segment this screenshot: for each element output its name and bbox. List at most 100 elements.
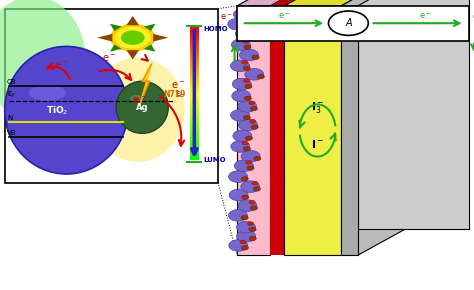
Bar [190,35,199,37]
Bar [190,50,199,51]
Circle shape [257,75,264,79]
Bar [190,125,199,126]
Circle shape [251,125,258,129]
Bar [190,157,199,158]
Bar [190,42,199,44]
Circle shape [237,230,255,242]
Bar [190,141,199,142]
Bar [190,116,199,117]
Bar [190,122,199,124]
Bar [190,112,199,113]
Bar [190,60,199,62]
Circle shape [230,60,249,72]
Circle shape [228,18,247,30]
Bar [190,84,199,86]
Polygon shape [127,50,139,59]
Bar [190,154,199,155]
Circle shape [254,156,261,161]
Text: e$^-$: e$^-$ [171,80,185,91]
Circle shape [242,195,249,200]
Text: e$^-$: e$^-$ [132,95,147,106]
Bar [190,30,199,32]
Circle shape [246,160,252,164]
Bar [190,37,199,38]
Circle shape [243,66,250,70]
Bar [190,91,199,92]
Circle shape [229,189,248,201]
Bar [190,101,199,103]
Circle shape [238,200,257,211]
Circle shape [246,14,253,19]
Circle shape [243,146,251,151]
Circle shape [245,84,252,88]
Bar [190,96,199,97]
Bar [190,71,199,72]
Bar [190,47,199,49]
Circle shape [246,136,253,140]
Text: Ag: Ag [136,103,148,112]
Circle shape [252,181,258,185]
Bar [190,92,199,94]
Bar [190,70,199,71]
Circle shape [234,9,253,20]
Bar [190,77,199,79]
Text: e$^-$: e$^-$ [219,12,232,22]
Bar [190,155,199,157]
Bar [190,142,199,144]
Bar [190,100,199,101]
Polygon shape [358,0,469,229]
Circle shape [239,19,245,23]
Ellipse shape [5,46,128,174]
Bar [190,117,199,119]
Bar [190,134,199,136]
Bar [190,146,199,148]
Bar [190,150,199,152]
Circle shape [249,227,256,232]
Bar [5,9,218,183]
Bar [190,147,199,149]
Bar [190,158,199,160]
Bar [190,43,199,45]
Polygon shape [284,6,341,255]
Circle shape [244,96,252,100]
Bar [190,135,199,137]
Circle shape [244,79,250,82]
Bar [190,137,199,138]
Circle shape [231,110,250,121]
Text: e$^-$: e$^-$ [55,60,69,71]
Text: CB: CB [7,79,17,84]
Bar [190,46,199,48]
Text: E$_f$: E$_f$ [7,90,16,100]
Circle shape [249,200,255,204]
Bar [190,52,199,54]
Bar [190,83,199,84]
Bar [190,51,199,53]
Circle shape [243,39,249,43]
Bar [190,128,199,129]
Text: E$_f$: E$_f$ [175,90,184,100]
Circle shape [241,181,260,193]
Circle shape [250,119,256,123]
Bar [190,109,199,111]
Bar [190,85,199,87]
Bar [190,95,199,96]
Bar [190,87,199,88]
Circle shape [232,90,251,102]
Bar [190,113,199,115]
Ellipse shape [0,0,85,118]
Bar [190,39,199,41]
Bar [190,66,199,67]
Bar [190,153,199,154]
Bar [190,103,199,104]
Circle shape [115,27,151,49]
Circle shape [238,101,257,112]
Bar [190,118,199,120]
Text: N719: N719 [164,90,186,99]
Circle shape [249,101,255,105]
Bar [190,120,199,121]
Polygon shape [110,44,122,52]
Bar [190,33,199,34]
Circle shape [240,240,246,244]
Bar [190,108,199,109]
Text: N: N [7,115,12,121]
